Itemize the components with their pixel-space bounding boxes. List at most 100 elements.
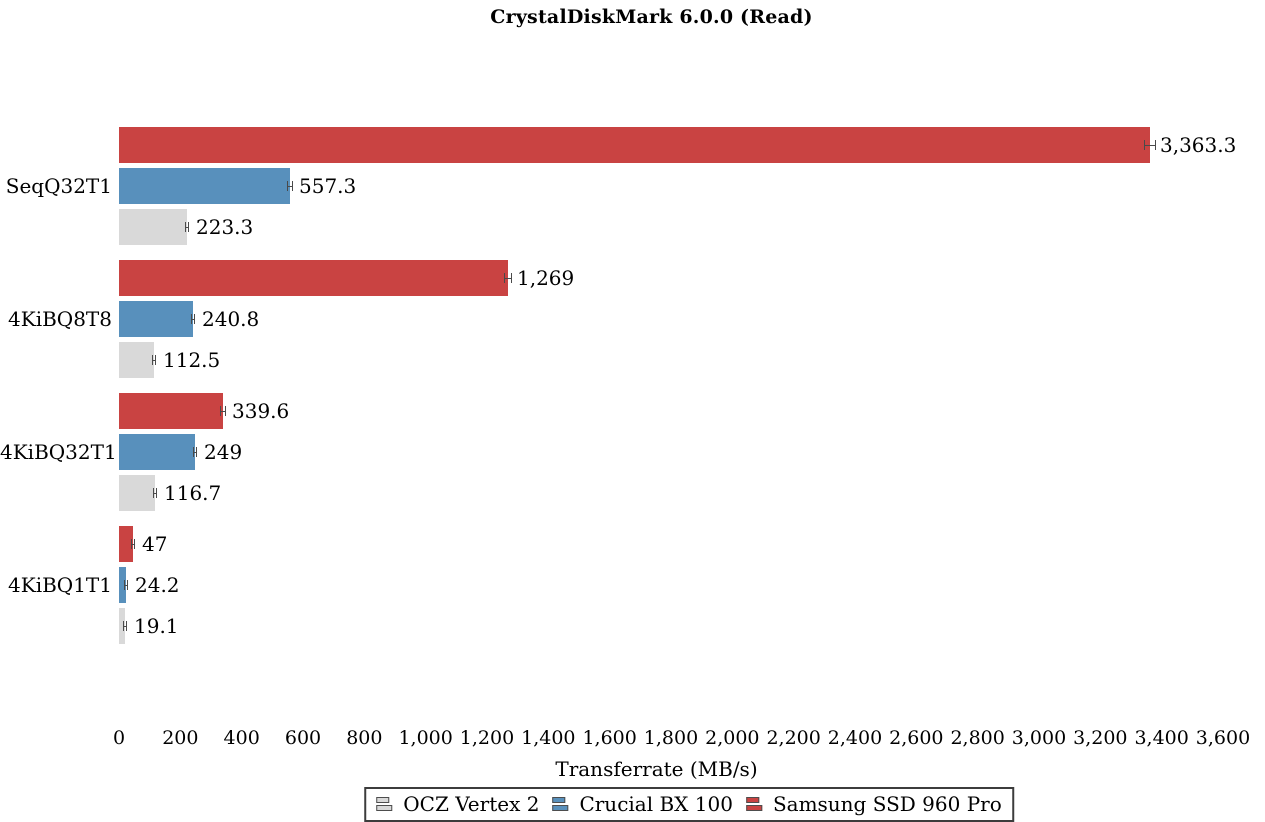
error-bar-cap bbox=[131, 539, 132, 549]
value-label-crucial-bx-100-4kibq1t1: 24.2 bbox=[135, 573, 180, 597]
bar-samsung-ssd-960-pro-seqq32t1 bbox=[119, 127, 1150, 163]
x-tick-label-2-800: 2,800 bbox=[950, 727, 1005, 749]
error-bar-cap bbox=[193, 447, 194, 457]
error-bar-line bbox=[287, 186, 293, 187]
error-bar-line bbox=[123, 626, 127, 627]
value-label-crucial-bx-100-seqq32t1: 557.3 bbox=[299, 174, 357, 198]
bar-crucial-bx-100-4kibq8t8 bbox=[119, 301, 193, 337]
error-bar-line bbox=[124, 585, 128, 586]
error-bar-ocz-vertex-2-4kibq8t8 bbox=[152, 355, 156, 365]
x-tick-label-200: 200 bbox=[162, 727, 199, 749]
value-label-ocz-vertex-2-4kibq1t1: 19.1 bbox=[134, 614, 179, 638]
x-tick-label-0: 0 bbox=[112, 727, 126, 749]
legend-swatch-icon-crucial-bx-100 bbox=[552, 796, 569, 812]
bar-ocz-vertex-2-4kibq32t1 bbox=[119, 475, 155, 511]
legend-swatch-bar bbox=[552, 804, 569, 811]
error-bar-cap bbox=[1155, 140, 1156, 150]
error-bar-line bbox=[504, 278, 512, 279]
x-axis-label: Transferrate (MB/s) bbox=[555, 757, 758, 781]
x-tick-label-2-600: 2,600 bbox=[889, 727, 944, 749]
bar-ocz-vertex-2-seqq32t1 bbox=[119, 209, 187, 245]
error-bar-samsung-ssd-960-pro-4kibq8t8 bbox=[504, 273, 512, 283]
error-bar-cap bbox=[504, 273, 505, 283]
error-bar-samsung-ssd-960-pro-4kibq32t1 bbox=[220, 406, 226, 416]
category-label-4kibq32t1: 4KiBQ32T1 bbox=[0, 440, 117, 464]
x-tick-label-3-400: 3,400 bbox=[1134, 727, 1189, 749]
x-tick-label-400: 400 bbox=[223, 727, 260, 749]
error-bar-cap bbox=[287, 181, 288, 191]
x-tick-label-3-000: 3,000 bbox=[1011, 727, 1067, 749]
chart-title: CrystalDiskMark 6.0.0 (Read) bbox=[490, 6, 813, 28]
category-label-seqq32t1: SeqQ32T1 bbox=[5, 174, 112, 198]
bar-ocz-vertex-2-4kibq1t1 bbox=[119, 608, 125, 644]
error-bar-line bbox=[152, 360, 156, 361]
error-bar-line bbox=[131, 544, 135, 545]
category-label-4kibq1t1: 4KiBQ1T1 bbox=[8, 573, 112, 597]
error-bar-cap bbox=[292, 181, 293, 191]
legend-swatch-icon-samsung-ssd-960-pro bbox=[745, 796, 763, 812]
error-bar-cap bbox=[126, 621, 127, 631]
error-bar-line bbox=[1144, 145, 1156, 146]
error-bar-samsung-ssd-960-pro-4kibq1t1 bbox=[131, 539, 135, 549]
x-tick-label-2-400: 2,400 bbox=[827, 727, 883, 749]
error-bar-crucial-bx-100-4kibq8t8 bbox=[191, 314, 195, 324]
error-bar-line bbox=[220, 411, 226, 412]
value-label-ocz-vertex-2-4kibq32t1: 116.7 bbox=[164, 481, 222, 505]
error-bar-ocz-vertex-2-4kibq1t1 bbox=[123, 621, 127, 631]
legend-entry-crucial-bx-100: Crucial BX 100 bbox=[552, 792, 733, 816]
x-tick-label-1-600: 1,600 bbox=[582, 727, 637, 749]
error-bar-ocz-vertex-2-4kibq32t1 bbox=[153, 488, 157, 498]
error-bar-crucial-bx-100-seqq32t1 bbox=[287, 181, 293, 191]
bar-crucial-bx-100-4kibq32t1 bbox=[119, 434, 195, 470]
legend-label-ocz-vertex-2: OCZ Vertex 2 bbox=[403, 792, 540, 816]
error-bar-cap bbox=[196, 447, 197, 457]
value-label-samsung-ssd-960-pro-4kibq8t8: 1,269 bbox=[517, 266, 575, 290]
error-bar-cap bbox=[124, 580, 125, 590]
legend-label-samsung-ssd-960-pro: Samsung SSD 960 Pro bbox=[772, 792, 1002, 816]
error-bar-cap bbox=[185, 222, 186, 232]
x-tick-label-1-800: 1,800 bbox=[643, 727, 699, 749]
value-label-ocz-vertex-2-4kibq8t8: 112.5 bbox=[163, 348, 221, 372]
value-label-ocz-vertex-2-seqq32t1: 223.3 bbox=[196, 215, 254, 239]
bar-samsung-ssd-960-pro-4kibq1t1 bbox=[119, 526, 133, 562]
legend-swatch-bar bbox=[745, 796, 759, 803]
error-bar-cap bbox=[191, 314, 192, 324]
bar-samsung-ssd-960-pro-4kibq8t8 bbox=[119, 260, 508, 296]
error-bar-cap bbox=[152, 355, 153, 365]
error-bar-cap bbox=[511, 273, 512, 283]
value-label-samsung-ssd-960-pro-4kibq32t1: 339.6 bbox=[232, 399, 290, 423]
x-tick-label-1-200: 1,200 bbox=[459, 727, 515, 749]
error-bar-line bbox=[153, 493, 157, 494]
error-bar-cap bbox=[225, 406, 226, 416]
x-tick-label-3-200: 3,200 bbox=[1073, 727, 1128, 749]
legend-label-crucial-bx-100: Crucial BX 100 bbox=[579, 792, 733, 816]
bar-samsung-ssd-960-pro-4kibq32t1 bbox=[119, 393, 223, 429]
error-bar-line bbox=[193, 452, 197, 453]
value-label-samsung-ssd-960-pro-seqq32t1: 3,363.3 bbox=[1160, 133, 1237, 157]
error-bar-cap bbox=[188, 222, 189, 232]
legend-swatch-bar bbox=[376, 796, 390, 803]
legend-swatch-bar bbox=[745, 804, 762, 811]
error-bar-line bbox=[191, 319, 195, 320]
x-tick-label-3-600: 3,600 bbox=[1195, 727, 1251, 749]
error-bar-cap bbox=[156, 488, 157, 498]
legend-swatch-bar bbox=[376, 804, 393, 811]
x-tick-label-2-200: 2,200 bbox=[766, 727, 821, 749]
error-bar-samsung-ssd-960-pro-seqq32t1 bbox=[1144, 140, 1156, 150]
value-label-crucial-bx-100-4kibq8t8: 240.8 bbox=[202, 307, 260, 331]
legend-entry-samsung-ssd-960-pro: Samsung SSD 960 Pro bbox=[745, 792, 1002, 816]
error-bar-cap bbox=[134, 539, 135, 549]
x-tick-label-600: 600 bbox=[284, 727, 322, 749]
error-bar-crucial-bx-100-4kibq32t1 bbox=[193, 447, 197, 457]
error-bar-cap bbox=[155, 355, 156, 365]
x-tick-label-800: 800 bbox=[346, 727, 383, 749]
error-bar-cap bbox=[127, 580, 128, 590]
error-bar-cap bbox=[220, 406, 221, 416]
legend-entry-ocz-vertex-2: OCZ Vertex 2 bbox=[376, 792, 539, 816]
error-bar-line bbox=[185, 227, 189, 228]
error-bar-cap bbox=[153, 488, 154, 498]
error-bar-cap bbox=[123, 621, 124, 631]
value-label-crucial-bx-100-4kibq32t1: 249 bbox=[204, 440, 243, 464]
